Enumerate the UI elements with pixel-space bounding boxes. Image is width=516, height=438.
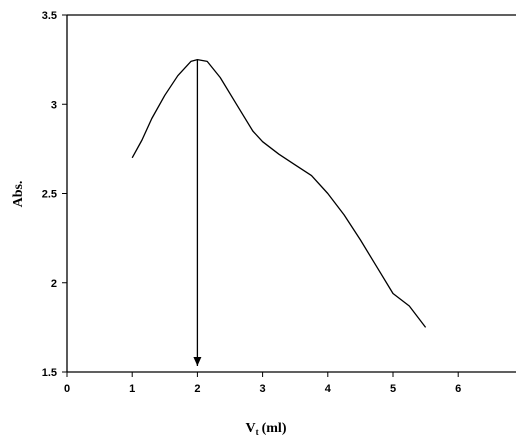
x-axis-title: Vt (ml) bbox=[245, 421, 286, 437]
y-tick-label: 2.5 bbox=[42, 189, 57, 201]
series-group bbox=[132, 60, 425, 328]
y-tick-label: 3 bbox=[51, 99, 57, 111]
x-tick-label: 0 bbox=[64, 383, 70, 395]
x-tick-label: 1 bbox=[129, 383, 135, 395]
x-tick-label: 6 bbox=[455, 383, 461, 395]
y-tick-label: 3.5 bbox=[42, 10, 57, 22]
y-tick-group: 1.5 2 2.5 3 3.5 bbox=[42, 10, 67, 379]
y-tick-label: 2 bbox=[51, 278, 57, 290]
x-tick-label: 3 bbox=[260, 383, 266, 395]
y-tick-label: 1.5 bbox=[42, 367, 57, 379]
x-axis-title-main: V bbox=[245, 421, 255, 436]
x-tick-group: 0 1 2 3 4 5 6 bbox=[64, 372, 461, 395]
x-tick-label: 2 bbox=[194, 383, 200, 395]
x-axis-title-subscript: t bbox=[256, 427, 259, 437]
y-axis-title: Abs. bbox=[11, 181, 26, 208]
plot-axes bbox=[67, 15, 516, 372]
x-axis-title-unit: (ml) bbox=[262, 421, 287, 436]
x-tick-label: 5 bbox=[390, 383, 396, 395]
x-tick-label: 4 bbox=[325, 383, 332, 395]
series-line bbox=[132, 60, 425, 328]
